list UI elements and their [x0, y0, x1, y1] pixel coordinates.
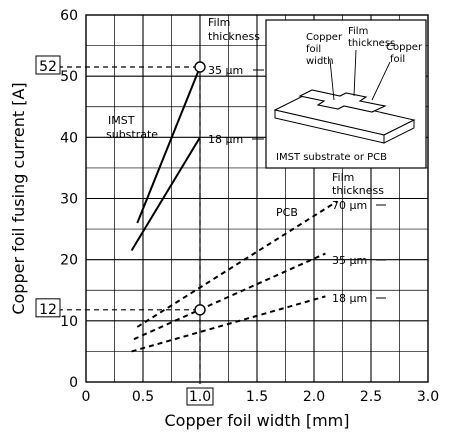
annotation-text: 18 µm [332, 292, 367, 305]
annotation-text: thickness [332, 184, 384, 197]
inset-text: foil [306, 44, 321, 55]
y-axis-title: Copper foil fusing current [A] [9, 82, 28, 314]
annotation-text: 35 µm [332, 254, 367, 267]
series-line [136, 66, 201, 224]
leader-line [329, 59, 335, 101]
series-line [130, 136, 201, 252]
data-marker [194, 304, 206, 316]
inset-text: foil [390, 54, 405, 65]
series-line [136, 200, 338, 328]
inset-text: IMST substrate or PCB [276, 152, 387, 163]
annotation-text: thickness [208, 30, 260, 43]
tick-labels: 0 0.5 1.0 1.5 2.0 2.5 3.0 0 10 20 30 40 50 60 [60, 8, 439, 406]
y-tick-label: 50 [60, 69, 78, 85]
inset-diagram: CopperfoilwidthFilmthicknessCopperfoilIM… [265, 19, 427, 169]
y-tick-label: 10 [60, 314, 78, 330]
annotation-text: Film [208, 16, 230, 29]
annotation-text: substrate [106, 128, 158, 141]
leader-line [371, 61, 391, 101]
y-ref-box [35, 298, 61, 318]
series-line [133, 252, 326, 341]
reference-lines: 52 12 [35, 55, 201, 384]
annotation-text: 18 µm [208, 133, 243, 146]
plot-frame [85, 14, 429, 383]
x-tick-label: 1.5 [246, 389, 268, 405]
data-marker [194, 61, 206, 73]
y-tick-label: 20 [60, 253, 78, 269]
axis-titles: Copper foil width [mm] Copper foil fusing… [9, 82, 350, 430]
x-tick-label: 0.5 [132, 389, 154, 405]
substrate-side [383, 119, 415, 144]
data-markers [194, 61, 206, 316]
x-tick-label: 2.0 [303, 389, 325, 405]
inset-text: Copper [306, 32, 343, 43]
annotation-text: PCB [276, 206, 298, 219]
x-tick-label: 1.0 [189, 389, 211, 405]
x-tick-label: 3.0 [417, 389, 439, 405]
inset-text: Copper [386, 42, 423, 53]
leader-line [353, 49, 357, 97]
inset-text: width [306, 56, 334, 67]
y-ref-label: 52 [39, 59, 57, 75]
y-ref-label: 12 [39, 302, 57, 318]
y-tick-label: 30 [60, 192, 78, 208]
inset-text: thickness [348, 38, 395, 49]
x-axis-title: Copper foil width [mm] [164, 411, 349, 430]
annotation-text: 70 µm [332, 199, 367, 212]
series-lines [130, 66, 338, 353]
y-tick-label: 40 [60, 130, 78, 146]
y-ref-box [35, 55, 61, 75]
copper-foil-shape [298, 89, 387, 113]
annotation-text: IMST [108, 114, 135, 127]
y-tick-label: 60 [60, 8, 78, 24]
annotation-text: Film [332, 171, 354, 184]
annotation-text: 35 µm [208, 64, 243, 77]
x-tick-label: 0 [82, 389, 91, 405]
series-line [131, 295, 326, 353]
inset-text: Film [348, 26, 368, 37]
x-ref-box [186, 387, 214, 406]
x-tick-label: 2.5 [360, 389, 382, 405]
y-tick-label: 0 [69, 375, 78, 391]
